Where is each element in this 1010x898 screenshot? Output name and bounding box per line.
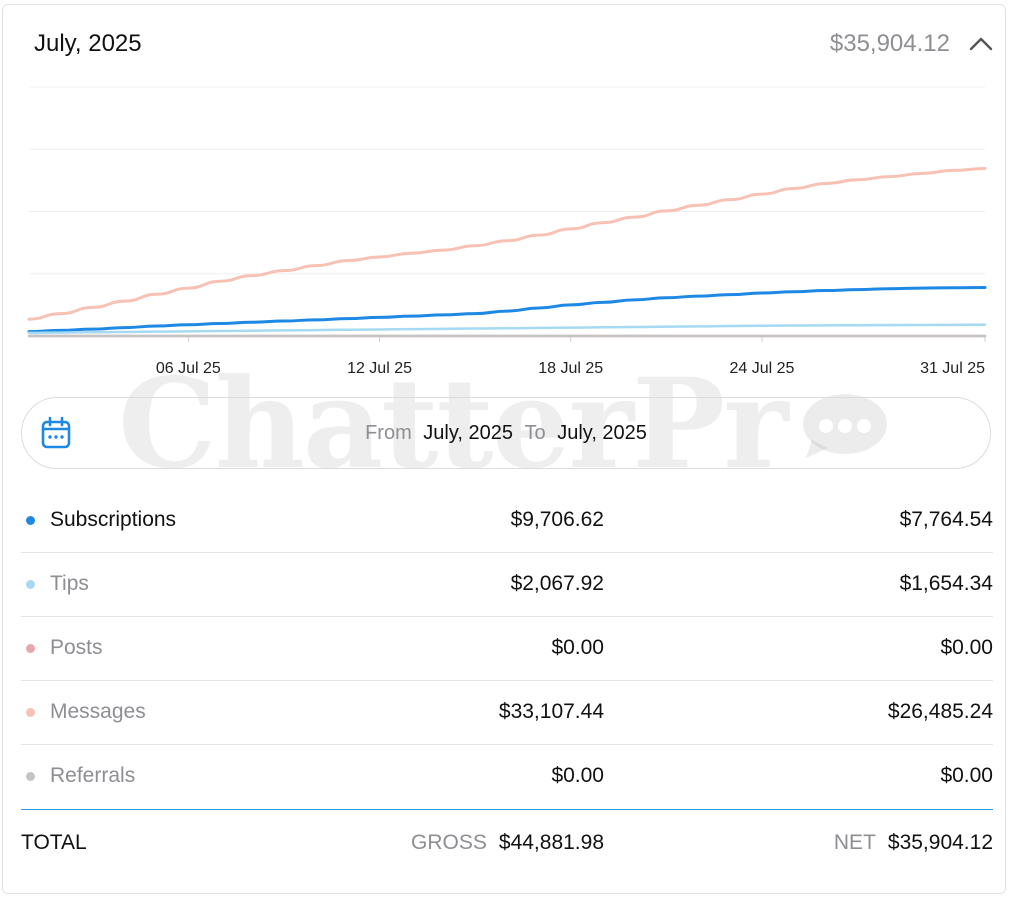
totals-row: TOTAL GROSS $44,881.98 NET $35,904.12 bbox=[21, 809, 993, 874]
to-value: July, 2025 bbox=[557, 422, 647, 444]
x-tick-label: 18 Jul 25 bbox=[538, 360, 603, 377]
gross-caption: GROSS bbox=[411, 831, 487, 854]
period-title: July, 2025 bbox=[34, 30, 142, 57]
earnings-card bbox=[2, 4, 1006, 894]
date-range-picker[interactable]: From July, 2025 To July, 2025 bbox=[21, 397, 991, 469]
date-range-text: From July, 2025 To July, 2025 bbox=[22, 422, 990, 445]
period-total: $35,904.12 bbox=[829, 30, 950, 57]
series-color-dot bbox=[26, 580, 35, 589]
series-line-messages[interactable] bbox=[27, 167, 987, 321]
row-label: Tips bbox=[50, 572, 89, 595]
total-net: NET $35,904.12 bbox=[834, 831, 993, 855]
earnings-row-posts: Posts $0.00 $0.00 bbox=[21, 617, 993, 681]
row-net-value: $0.00 bbox=[940, 764, 993, 787]
series-color-dot bbox=[26, 516, 35, 525]
row-label: Messages bbox=[50, 700, 146, 723]
total-net-value: $35,904.12 bbox=[887, 831, 993, 854]
x-tick-label: 24 Jul 25 bbox=[729, 360, 794, 377]
series-line-subscriptions[interactable] bbox=[27, 285, 987, 334]
row-net-value: $0.00 bbox=[940, 636, 993, 659]
chevron-up-icon[interactable] bbox=[968, 34, 994, 52]
total-gross: GROSS $44,881.98 bbox=[411, 831, 604, 855]
row-gross-value: $9,706.62 bbox=[510, 508, 604, 531]
earnings-row-subscriptions: Subscriptions $9,706.62 $7,764.54 bbox=[21, 489, 993, 553]
earnings-row-messages: Messages $33,107.44 $26,485.24 bbox=[21, 681, 993, 745]
calendar-icon[interactable] bbox=[40, 416, 72, 450]
x-tick-label: 06 Jul 25 bbox=[156, 360, 221, 377]
row-gross-value: $0.00 bbox=[551, 636, 604, 659]
from-label: From bbox=[365, 422, 412, 444]
to-label: To bbox=[524, 422, 546, 444]
net-caption: NET bbox=[833, 831, 876, 854]
series-color-dot bbox=[26, 708, 35, 717]
total-label: TOTAL bbox=[21, 831, 87, 854]
earnings-line-chart: 06 Jul 25 12 Jul 25 18 Jul 25 24 Jul 25 31 J… bbox=[27, 86, 987, 377]
row-net-value: $7,764.54 bbox=[899, 508, 993, 531]
series-color-dot bbox=[26, 772, 35, 781]
row-net-value: $26,485.24 bbox=[887, 700, 993, 723]
row-gross-value: $0.00 bbox=[551, 764, 604, 787]
row-gross-value: $33,107.44 bbox=[498, 700, 604, 723]
earnings-row-referrals: Referrals $0.00 $0.00 bbox=[21, 745, 993, 809]
row-net-value: $1,654.34 bbox=[899, 572, 993, 595]
row-label: Subscriptions bbox=[50, 508, 177, 531]
series-line-tips[interactable] bbox=[27, 323, 987, 335]
x-tick-label: 31 Jul 25 bbox=[920, 360, 985, 377]
earnings-row-tips: Tips $2,067.92 $1,654.34 bbox=[21, 553, 993, 617]
total-gross-value: $44,881.98 bbox=[498, 831, 604, 854]
from-value: July, 2025 bbox=[423, 422, 513, 444]
series-color-dot bbox=[26, 644, 35, 653]
x-tick-label: 12 Jul 25 bbox=[347, 360, 412, 377]
row-label: Referrals bbox=[50, 764, 136, 787]
row-label: Posts bbox=[50, 636, 103, 659]
row-gross-value: $2,067.92 bbox=[510, 572, 604, 595]
